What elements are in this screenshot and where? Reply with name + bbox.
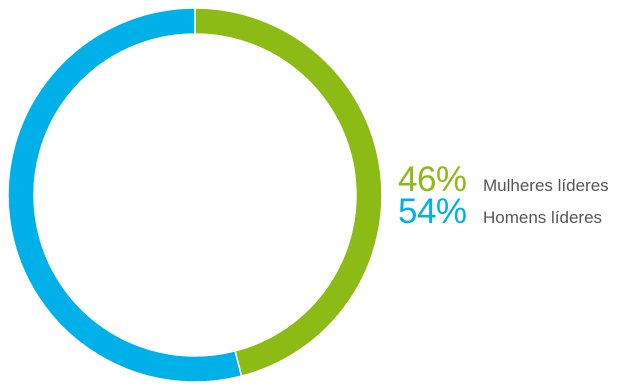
- legend-item-homens: 54% Homens líderes: [398, 192, 609, 231]
- donut-slice-homens: [7, 7, 243, 383]
- legend-item-mulheres: 46% Mulheres líderes: [398, 160, 609, 199]
- legend-label-mulheres: Mulheres líderes: [483, 176, 609, 195]
- donut-slice-mulheres: [194, 7, 383, 378]
- chart-legend: 46% Mulheres líderes 54% Homens líderes: [398, 160, 609, 231]
- legend-value-mulheres: 46%: [398, 160, 467, 199]
- legend-label-homens: Homens líderes: [483, 208, 603, 227]
- legend-value-homens: 54%: [398, 192, 467, 231]
